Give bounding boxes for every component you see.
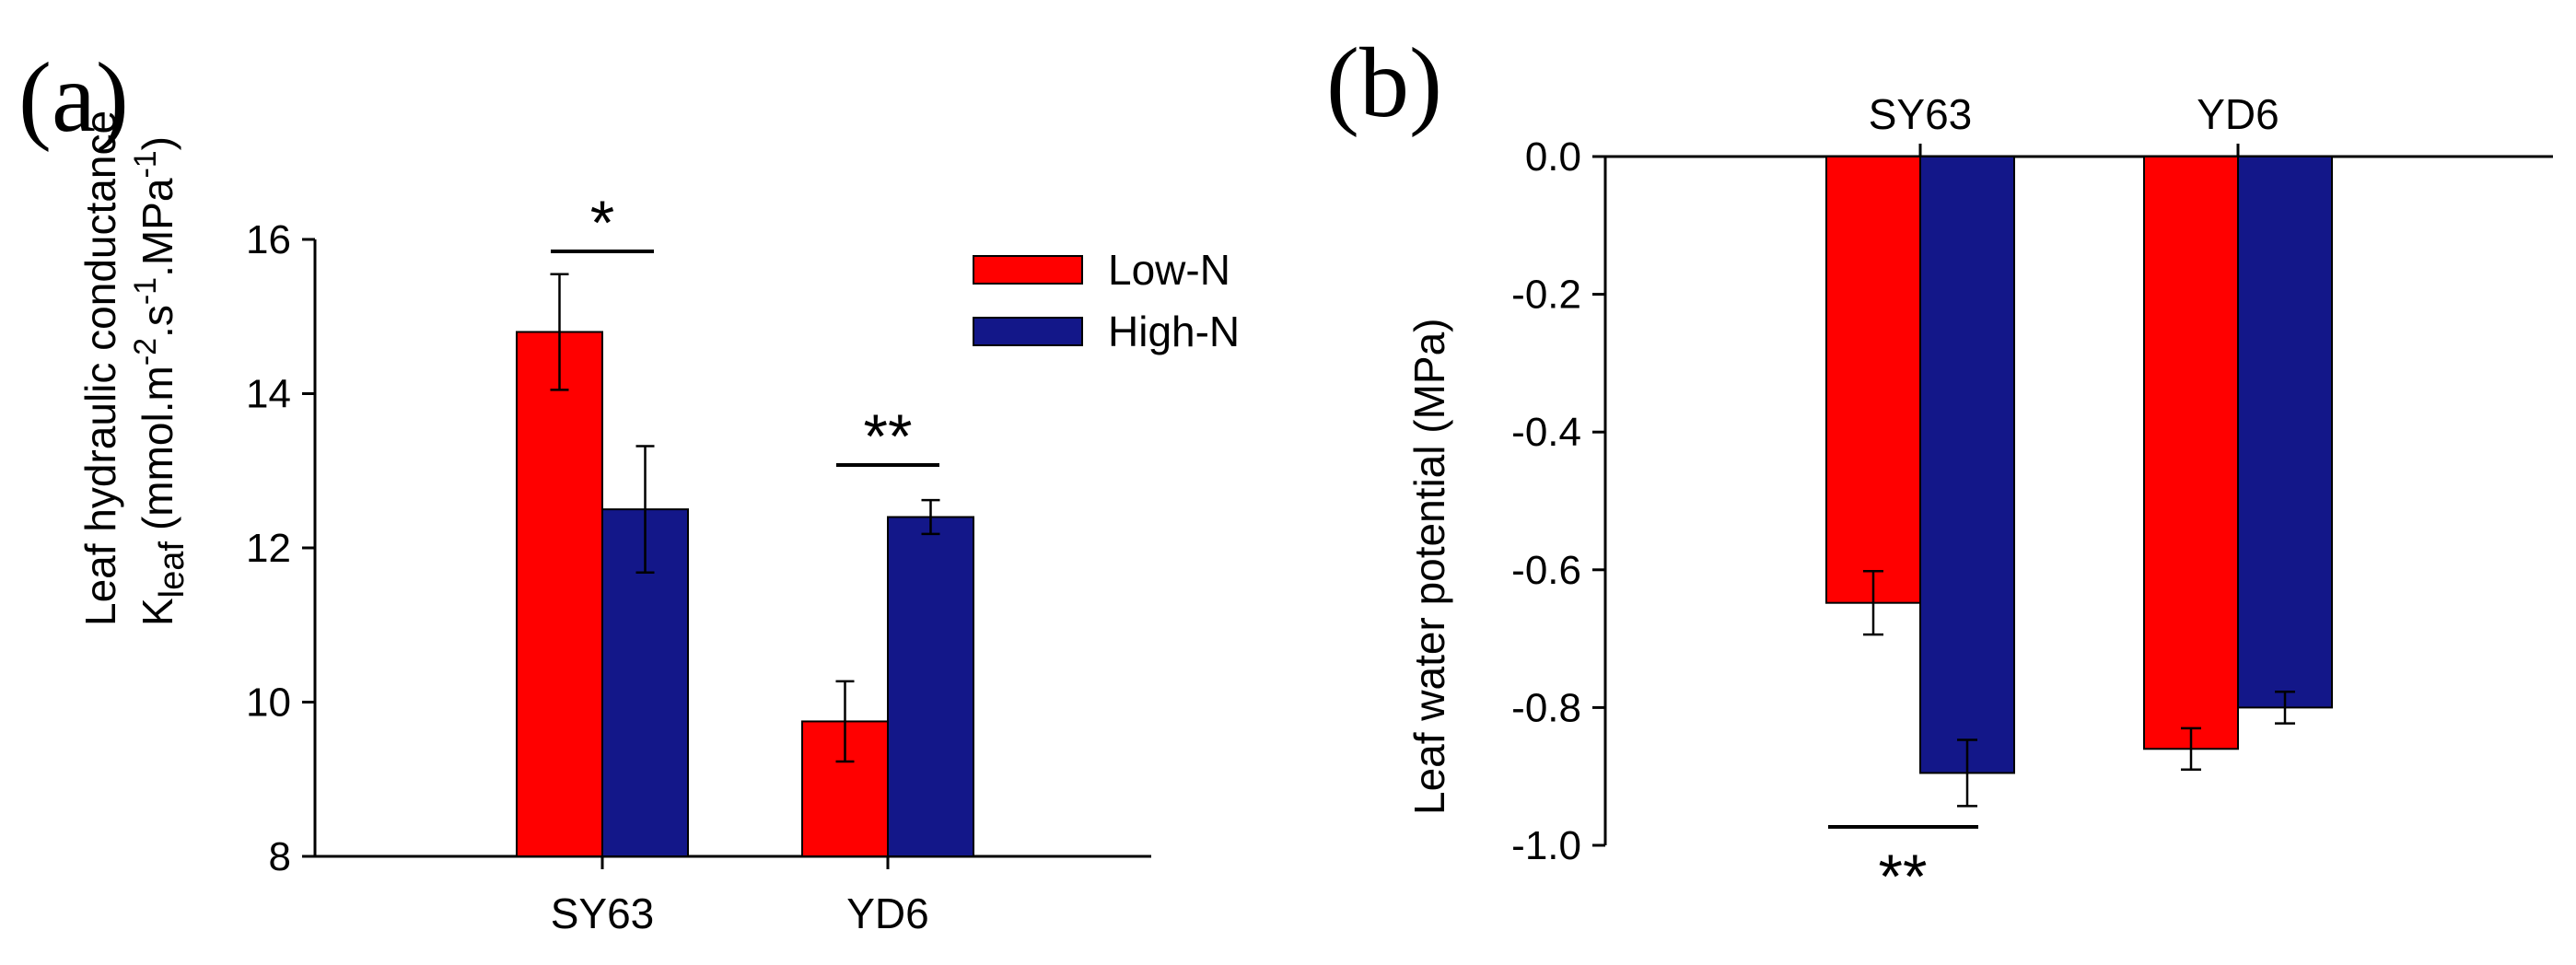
panel-b-significance: ** bbox=[1828, 825, 1978, 912]
panel-a-category-label: YD6 bbox=[846, 889, 928, 937]
panel-b: (b) Leaf water potential (MPa) 0.0 -0.2 -0… bbox=[1326, 29, 2553, 912]
bar-b-sy63-low-n bbox=[1825, 156, 1921, 604]
panel-b-x-ticks: SY63 YD6 bbox=[1869, 90, 2279, 157]
panel-a-y-ticks: 8 10 12 14 16 bbox=[246, 217, 315, 879]
panel-a-ylabel-line1: Leaf hydraulic conductance bbox=[76, 110, 124, 626]
panel-b-bars bbox=[1825, 156, 2333, 808]
panel-b-y-axis-label: Leaf water potential (MPa) bbox=[1405, 319, 1453, 816]
panel-a-y-tick-label: 8 bbox=[269, 834, 291, 879]
significance-label: * bbox=[590, 188, 614, 258]
panel-b-category-label: YD6 bbox=[2197, 90, 2279, 138]
panel-a-legend: Low-N High-N bbox=[973, 246, 1240, 355]
legend-swatch-high-n bbox=[973, 317, 1083, 346]
panel-a-bars bbox=[516, 273, 974, 857]
bar-b-yd6-low-n bbox=[2143, 156, 2239, 750]
panel-b-y-tick-label: 0.0 bbox=[1525, 134, 1581, 180]
significance-label: ** bbox=[1879, 842, 1928, 912]
panel-a-significance: *** bbox=[551, 188, 939, 471]
panel-b-y-tick-label: -1.0 bbox=[1511, 823, 1581, 868]
bar-a-sy63-low-n bbox=[516, 331, 603, 857]
significance-label: ** bbox=[864, 401, 913, 471]
bar-b-sy63-high-n bbox=[1919, 156, 2015, 774]
panel-b-y-tick-label: -0.4 bbox=[1511, 410, 1581, 455]
panel-b-y-ticks: 0.0 -0.2 -0.4 -0.6 -0.8 -1.0 bbox=[1511, 134, 1605, 868]
panel-b-y-tick-label: -0.2 bbox=[1511, 273, 1581, 318]
panel-b-y-tick-label: -0.8 bbox=[1511, 685, 1581, 730]
panel-a-x-ticks: SY63 YD6 bbox=[551, 856, 929, 937]
panel-b-y-tick-label: -0.6 bbox=[1511, 548, 1581, 593]
panel-b-ylabel: Leaf water potential (MPa) bbox=[1405, 319, 1453, 816]
legend-label-high-n: High-N bbox=[1108, 308, 1240, 355]
panel-a-y-tick-label: 14 bbox=[246, 372, 291, 417]
bar-b-yd6-high-n bbox=[2237, 156, 2333, 709]
panel-a-ylabel-line2: Kleaf(mmol.m-2.s-1.MPa-1) bbox=[128, 136, 192, 626]
panel-a-y-tick-label: 16 bbox=[246, 217, 291, 262]
panel-a-y-tick-label: 12 bbox=[246, 526, 291, 571]
panel-a-label: (a) bbox=[18, 43, 129, 153]
legend-label-low-n: Low-N bbox=[1108, 246, 1230, 294]
panel-a-y-tick-label: 10 bbox=[246, 680, 291, 726]
panel-a: (a) Leaf hydraulic conductance Kleaf(mmo… bbox=[18, 43, 1240, 937]
legend-swatch-low-n bbox=[973, 255, 1083, 285]
panel-a-y-axis-label: Leaf hydraulic conductance Kleaf(mmol.m-… bbox=[76, 110, 192, 626]
panel-b-label: (b) bbox=[1326, 29, 1442, 138]
panel-a-category-label: SY63 bbox=[551, 889, 655, 937]
panel-b-category-label: SY63 bbox=[1869, 90, 1973, 138]
bar-a-yd6-high-n bbox=[887, 516, 974, 857]
